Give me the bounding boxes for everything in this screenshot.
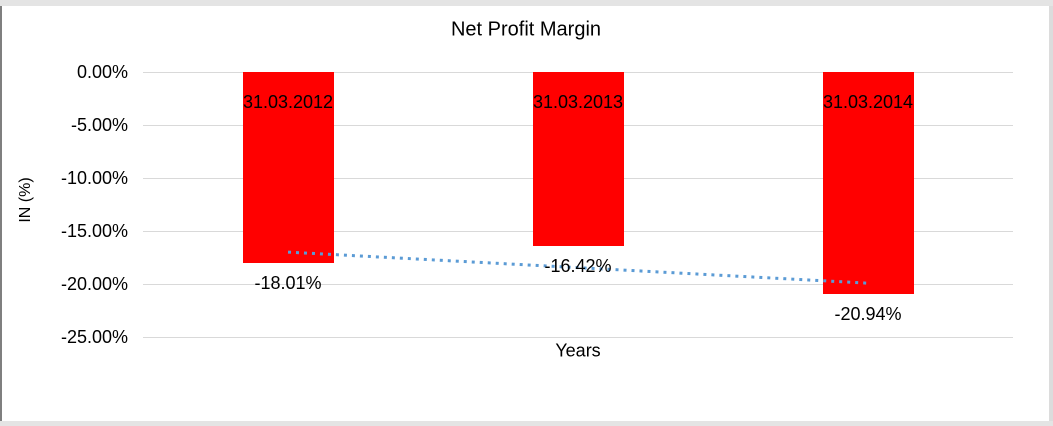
gridline (143, 337, 1013, 338)
bar-value-label: -16.42% (544, 256, 612, 276)
bar-value-label: -18.01% (254, 273, 322, 293)
bar-31.03.2012 (243, 72, 334, 263)
window-edge-bottom (0, 421, 1053, 426)
window-edge-left (0, 6, 2, 421)
y-tick-label: -5.00% (70, 115, 128, 135)
bar-value-label: -20.94% (834, 304, 902, 324)
y-tick-label: 0.00% (76, 62, 128, 82)
window-edge-right (1049, 6, 1053, 421)
bar-31.03.2013 (533, 72, 624, 246)
y-tick-label: -10.00% (60, 168, 128, 188)
y-tick-label: -25.00% (60, 327, 128, 347)
y-tick-label: -15.00% (60, 221, 128, 241)
x-axis-title: Years (555, 340, 601, 361)
bar-category-label: 31.03.2012 (242, 92, 334, 112)
window-edge-top (0, 0, 1053, 6)
bar-category-label: 31.03.2014 (822, 92, 914, 112)
y-tick-label: -20.00% (60, 274, 128, 294)
chart-title: Net Profit Margin (450, 18, 602, 41)
bar-category-label: 31.03.2013 (532, 92, 624, 112)
